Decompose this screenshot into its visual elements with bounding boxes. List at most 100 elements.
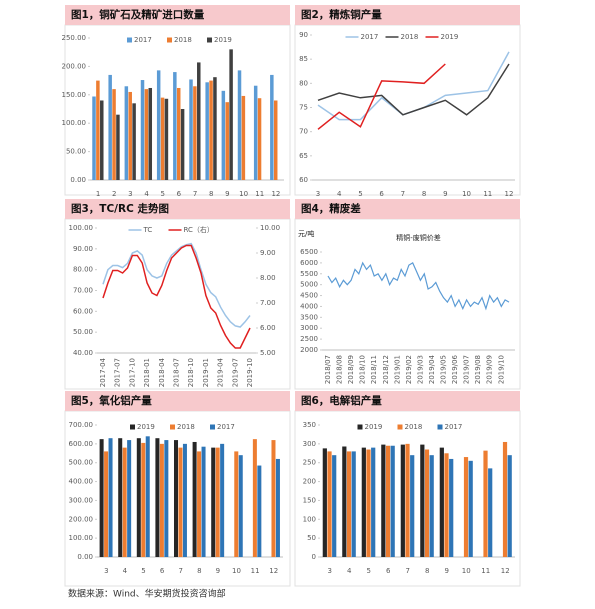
x-tick-label: 4 [144, 190, 149, 198]
line-series [317, 63, 510, 116]
y-tick-label: 100 [303, 515, 316, 523]
x-tick-label: 4 [123, 567, 128, 575]
y-tick-label: 5500 [300, 270, 318, 278]
legend-label: 2019 [365, 423, 383, 431]
bar [201, 446, 206, 557]
bar [322, 448, 327, 557]
y-tick-label: 150.00 [62, 91, 87, 99]
y-tick-label: 2000 [300, 346, 318, 354]
bar [463, 457, 469, 557]
y-tick-label: 150 [303, 496, 316, 504]
bar [192, 441, 197, 557]
bar [449, 458, 454, 557]
bar [488, 468, 493, 557]
chart-title: 图5，氧化铝产量 [71, 394, 152, 407]
x-tick-label: 10 [239, 190, 248, 198]
panel-header [295, 5, 520, 25]
x-tick-label: 2018/12 [382, 355, 390, 384]
y-tick-label: 200.00 [62, 62, 87, 70]
x-tick-label: 5 [367, 567, 371, 575]
legend-label: 2017 [134, 36, 152, 44]
y-tick-label: 70.00 [73, 287, 93, 295]
bar [390, 445, 395, 557]
panel-header [295, 391, 520, 411]
legend-label: 2018 [405, 423, 423, 431]
bar [197, 451, 202, 557]
x-tick-label: 2017-07 [114, 358, 122, 387]
legend-swatch [167, 37, 172, 43]
legend-label: RC（右） [184, 225, 214, 234]
legend-label: TC [143, 226, 153, 234]
x-tick-label: 2018-04 [158, 357, 166, 387]
y-tick-label: 250 [303, 459, 316, 467]
y-tick-label: 3000 [300, 324, 318, 332]
bar [108, 438, 113, 557]
bar [405, 443, 410, 557]
y2-tick-label: 9.00 [260, 249, 276, 257]
x-tick-label: 2019/08 [474, 355, 482, 384]
x-tick-label: 9 [443, 190, 447, 198]
y-tick-label: 90 [299, 31, 308, 39]
x-tick-label: 7 [401, 190, 405, 198]
bar [160, 97, 165, 180]
x-tick-label: 1 [96, 190, 100, 198]
y2-tick-label: 10.00 [260, 224, 280, 232]
x-tick-label: 12 [505, 190, 514, 198]
y-tick-label: 300.00 [69, 496, 94, 504]
x-tick-label: 2 [112, 190, 116, 198]
legend-label: 2017 [445, 423, 463, 431]
x-tick-label: 2019/10 [497, 355, 505, 384]
y-tick-label: 200.00 [69, 515, 94, 523]
bar [271, 440, 276, 557]
x-tick-label: 8 [422, 190, 426, 198]
panel-header [65, 5, 290, 25]
chart-title: 图2，精炼铜产量 [301, 8, 382, 21]
x-tick-label: 4 [347, 567, 352, 575]
y-tick-label: 40.00 [73, 349, 93, 357]
chart-title: 图4，精废差 [301, 202, 361, 215]
y-tick-label: 65 [299, 152, 308, 160]
bar [252, 439, 257, 557]
bar [381, 444, 386, 557]
y-tick-label: 50.00 [73, 328, 93, 336]
bar [351, 451, 356, 557]
legend-label: 2017 [217, 423, 235, 431]
bar [400, 444, 405, 557]
bar [124, 86, 129, 180]
bar [193, 86, 197, 180]
y-tick-label: 600.00 [69, 440, 94, 448]
y-tick-label: 400.00 [69, 478, 94, 486]
bar [176, 87, 181, 180]
x-tick-label: 2019/02 [405, 355, 413, 384]
bar [174, 440, 179, 557]
x-tick-label: 7 [406, 567, 410, 575]
x-tick-label: 2019-04 [217, 357, 225, 387]
bar [156, 70, 161, 180]
x-tick-label: 8 [425, 567, 429, 575]
panel-header [65, 391, 290, 411]
bar [237, 70, 242, 180]
bar [116, 114, 120, 180]
x-tick-label: 11 [483, 190, 492, 198]
x-tick-label: 2019/03 [416, 355, 424, 384]
x-tick-label: 2019/05 [440, 355, 448, 384]
legend-label: 2017 [361, 33, 379, 41]
x-tick-label: 2018/09 [347, 355, 355, 384]
bar [238, 455, 243, 557]
bar [234, 451, 239, 557]
y-tick-label: 90.00 [73, 245, 93, 253]
x-tick-label: 7 [193, 190, 197, 198]
legend-swatch [207, 37, 212, 43]
bar [366, 449, 371, 557]
x-tick-label: 2019/07 [463, 355, 471, 384]
bar [92, 96, 96, 180]
bar [144, 89, 149, 180]
y-tick-label: 100.00 [69, 224, 94, 232]
x-tick-label: 3 [104, 567, 108, 575]
x-tick-label: 2018-07 [173, 358, 181, 387]
bar [209, 80, 213, 180]
line-series [327, 261, 510, 311]
x-tick-label: 2019/06 [451, 354, 459, 384]
bar [205, 82, 209, 180]
